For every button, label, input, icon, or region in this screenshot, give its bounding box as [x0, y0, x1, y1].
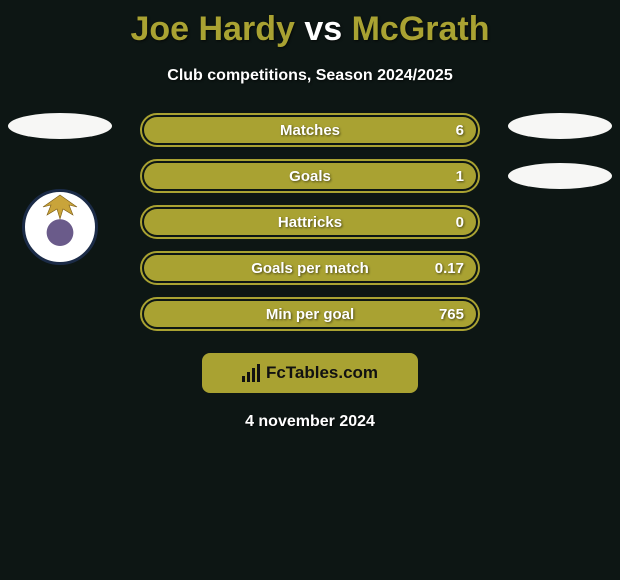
stats-list: Matches 6 Goals 1 Hattricks 0 Goals per match 0…: [140, 113, 480, 331]
bar-chart-icon: [242, 364, 260, 382]
stat-row: Min per goal 765: [140, 297, 480, 331]
content-area: Matches 6 Goals 1 Hattricks 0 Goals per match 0…: [0, 113, 620, 431]
player1-photo-placeholder: [8, 113, 112, 139]
stat-label: Matches: [280, 122, 340, 139]
branding-badge: FcTables.com: [202, 353, 418, 393]
player2-photo-placeholder-1: [508, 113, 612, 139]
page-title: Joe Hardy vs McGrath: [0, 0, 620, 49]
stat-label: Goals per match: [251, 260, 369, 277]
stat-label: Hattricks: [278, 214, 342, 231]
stat-row: Matches 6: [140, 113, 480, 147]
title-player1: Joe Hardy: [130, 10, 294, 48]
stat-value-right: 6: [456, 122, 464, 139]
stat-row: Goals 1: [140, 159, 480, 193]
stat-value-right: 765: [439, 306, 464, 323]
subtitle: Club competitions, Season 2024/2025: [0, 67, 620, 85]
club-badge-inner: [32, 199, 88, 255]
player2-photo-placeholder-2: [508, 163, 612, 189]
eagle-icon: [37, 193, 83, 221]
stat-label: Goals: [289, 168, 331, 185]
title-player2: McGrath: [352, 10, 490, 48]
stat-row: Hattricks 0: [140, 205, 480, 239]
branding-text: FcTables.com: [266, 363, 378, 383]
club-badge: [22, 189, 98, 265]
stat-value-right: 0: [456, 214, 464, 231]
title-vs: vs: [295, 10, 352, 48]
date-label: 4 november 2024: [0, 413, 620, 431]
stat-label: Min per goal: [266, 306, 354, 323]
stat-value-right: 0.17: [435, 260, 464, 277]
stat-row: Goals per match 0.17: [140, 251, 480, 285]
stat-value-right: 1: [456, 168, 464, 185]
